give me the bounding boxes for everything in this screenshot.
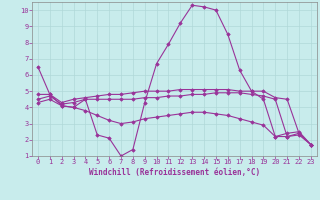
X-axis label: Windchill (Refroidissement éolien,°C): Windchill (Refroidissement éolien,°C) — [89, 168, 260, 177]
